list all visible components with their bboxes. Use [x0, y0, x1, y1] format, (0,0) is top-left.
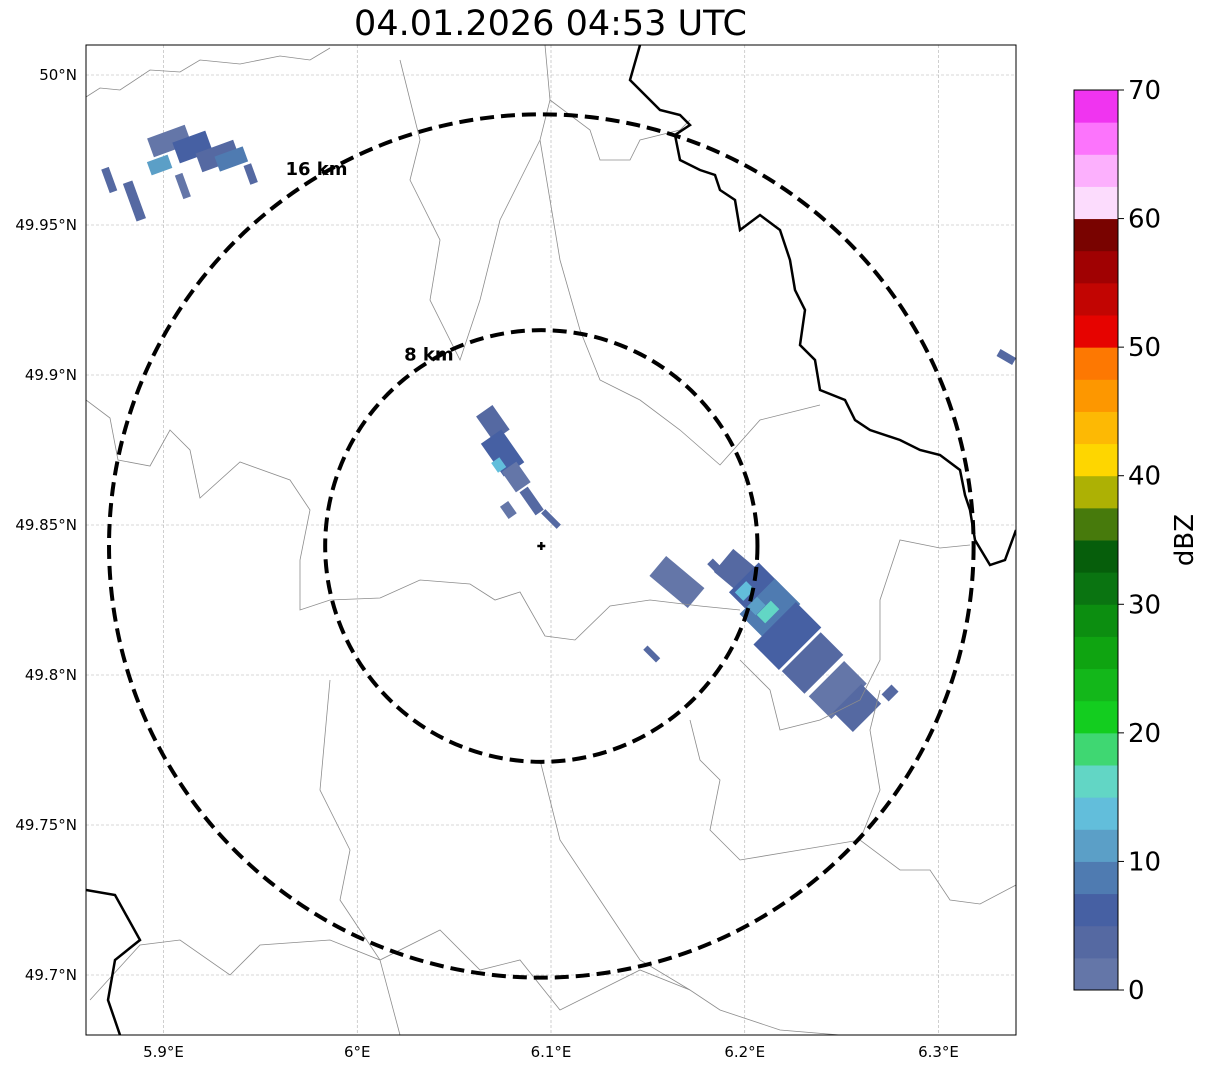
colorbar-tick-label: 20 — [1128, 719, 1161, 749]
echo-cell — [781, 632, 844, 694]
colorbar-tick-label: 70 — [1128, 76, 1161, 106]
colorbar-step — [1074, 893, 1118, 927]
lon-tick-label: 6.1°E — [531, 1043, 572, 1061]
lat-tick-label: 49.85°N — [15, 516, 77, 534]
echo-cell — [707, 558, 725, 576]
echo-cell — [756, 600, 780, 624]
lat-tick-label: 50°N — [39, 66, 77, 84]
commune-boundaries — [86, 45, 1016, 1035]
colorbar-step — [1074, 250, 1118, 284]
colorbar-step — [1074, 282, 1118, 316]
echo-cell — [243, 163, 258, 185]
echo-cell — [146, 154, 173, 176]
lat-tick-label: 49.7°N — [25, 966, 77, 984]
colorbar-tick-label: 0 — [1128, 976, 1145, 1006]
range-ring-label: 16 km — [285, 159, 347, 180]
colorbar-step — [1074, 861, 1118, 895]
colorbar-tick-label: 60 — [1128, 205, 1161, 235]
colorbar-step — [1074, 732, 1118, 766]
colorbar-step — [1074, 186, 1118, 220]
range-rings: 8 km 16 km — [107, 112, 976, 980]
colorbar-step — [1074, 154, 1118, 187]
colorbar-step — [1074, 797, 1118, 830]
colorbar-step — [1074, 475, 1118, 509]
echo-cell — [499, 500, 517, 520]
echo-cell — [753, 602, 822, 670]
echo-cell — [996, 349, 1016, 365]
echo-cell — [519, 486, 544, 516]
colorbar-step — [1074, 411, 1118, 445]
colorbar-step — [1074, 957, 1118, 991]
echo-cell — [541, 509, 561, 529]
echo-cell — [643, 645, 661, 663]
radar-echoes — [101, 124, 1016, 733]
echo-cell — [147, 124, 192, 158]
echo-cell — [501, 461, 531, 493]
echo-cell — [649, 555, 705, 609]
echo-cell — [174, 172, 191, 200]
lat-tick-label: 49.8°N — [25, 666, 77, 684]
lon-tick-label: 6.3°E — [918, 1043, 959, 1061]
map-title: 04.01.2026 04:53 UTC — [354, 4, 747, 44]
colorbar-step — [1074, 829, 1118, 862]
lat-tick-label: 49.9°N — [25, 366, 77, 384]
colorbar-step — [1074, 379, 1118, 412]
range-ring — [107, 112, 976, 980]
colorbar-step — [1074, 507, 1118, 541]
range-ring — [323, 328, 760, 764]
colorbar-tick-label: 50 — [1128, 333, 1161, 363]
echo-cell — [214, 146, 249, 172]
colorbar-step — [1074, 443, 1118, 477]
lon-tick-label: 6.2°E — [724, 1043, 765, 1061]
colorbar-step — [1074, 604, 1118, 637]
colorbar-step — [1074, 668, 1118, 702]
graticule — [86, 45, 1016, 1035]
colorbar-tick-label: 30 — [1128, 590, 1161, 620]
colorbar-step — [1074, 636, 1118, 670]
colorbar-step — [1074, 90, 1118, 123]
colorbar-step — [1074, 925, 1118, 959]
colorbar-ticks: 0 10 20 30 40 50 60 70 dBZ — [1118, 76, 1200, 1006]
colorbar-step — [1074, 218, 1118, 252]
echo-cell — [491, 457, 507, 473]
echo-cell — [734, 581, 755, 601]
axis-labels: 5.9°E 6°E 6.1°E 6.2°E 6.3°E 50°N 49.95°N 49.9°N… — [15, 66, 959, 1061]
lon-tick-label: 5.9°E — [143, 1043, 184, 1061]
colorbar-tick-label: 40 — [1128, 462, 1161, 492]
echo-cell — [833, 683, 882, 733]
echo-cell — [881, 684, 899, 702]
colorbar-step — [1074, 700, 1118, 734]
echo-cell — [172, 130, 213, 164]
map-frame — [85, 44, 1017, 1036]
colorbar-unit-label: dBZ — [1170, 514, 1200, 566]
colorbar-step — [1074, 572, 1118, 605]
colorbar-step — [1074, 122, 1118, 155]
colorbar-tick-label: 10 — [1128, 847, 1161, 877]
lat-tick-label: 49.95°N — [15, 216, 77, 234]
colorbar-step — [1074, 347, 1118, 380]
colorbar-step — [1074, 540, 1118, 573]
lat-tick-label: 49.75°N — [15, 816, 77, 834]
echo-cell — [122, 180, 146, 222]
colorbar-step — [1074, 765, 1118, 798]
lon-tick-label: 6°E — [344, 1043, 371, 1061]
radar-site-marker — [537, 542, 546, 550]
colorbar-scale — [1073, 89, 1119, 991]
national-border — [86, 45, 1016, 1035]
echo-cell — [808, 661, 867, 719]
echo-cell — [101, 166, 118, 194]
colorbar-step — [1074, 315, 1118, 348]
range-ring-label: 8 km — [404, 344, 454, 365]
echo-cell — [747, 596, 766, 616]
